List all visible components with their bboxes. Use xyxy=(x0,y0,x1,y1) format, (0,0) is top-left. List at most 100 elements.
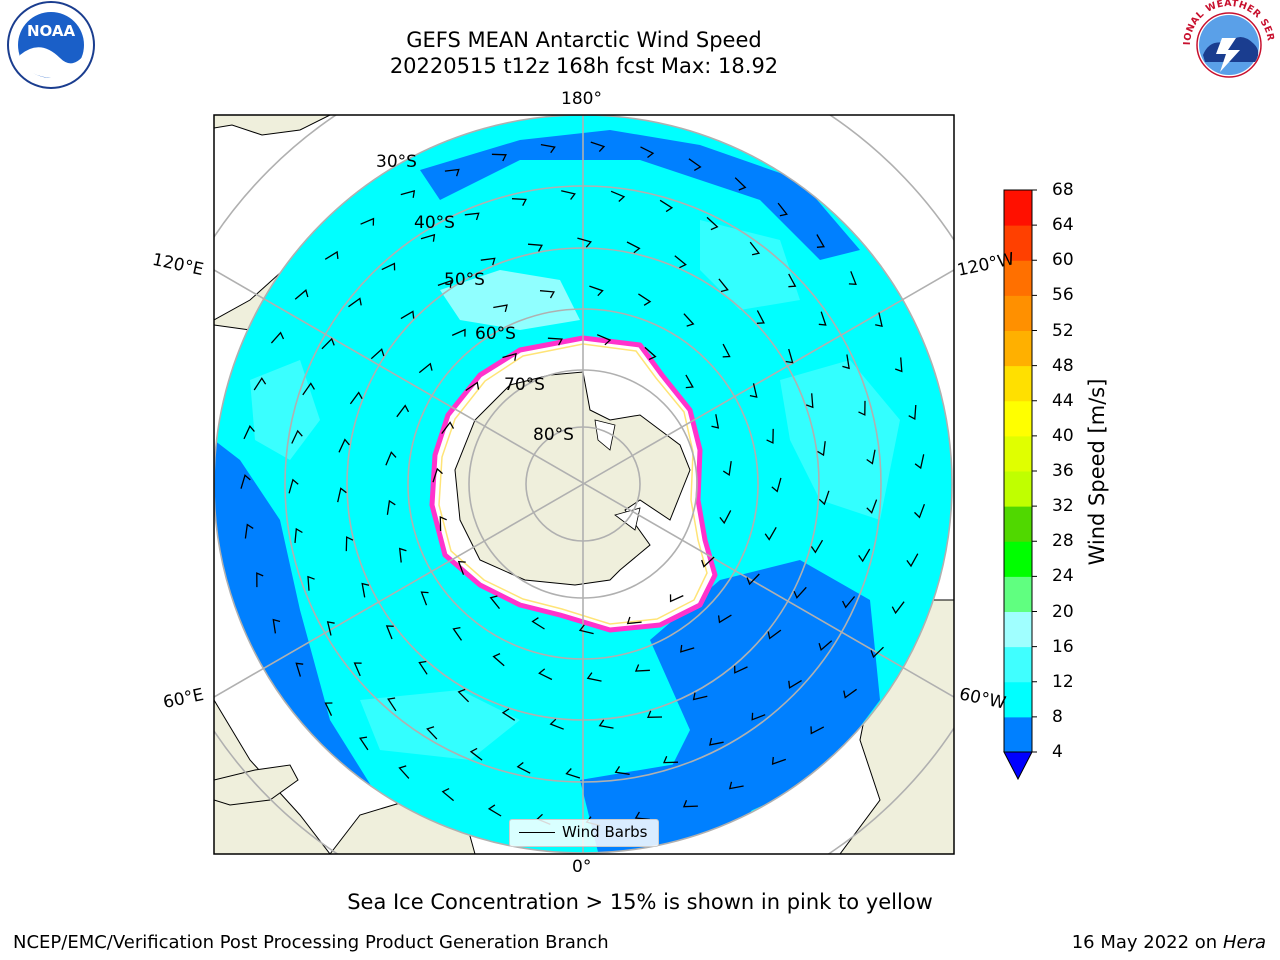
wind-barb xyxy=(685,374,694,389)
wind-barb xyxy=(432,467,443,483)
lat-label-40s: 40°S xyxy=(414,213,455,233)
wind-barb xyxy=(590,141,606,153)
colorbar-segment xyxy=(1004,471,1032,507)
colorbar-tick-label: 36 xyxy=(1052,461,1074,481)
wind-barb xyxy=(692,692,708,701)
wind-barb xyxy=(549,718,564,730)
wind-barb xyxy=(361,582,370,598)
wind-barb xyxy=(767,629,782,640)
wind-barb xyxy=(324,250,339,260)
colorbar-segment xyxy=(1004,400,1032,437)
colorbar-tick-label: 12 xyxy=(1052,671,1074,692)
nws-logo: NATIONAL WEATHER SERVICE xyxy=(0,0,1276,91)
footer-host: Hera xyxy=(1222,932,1266,953)
wind-barb xyxy=(244,523,254,539)
colorbar-tick-label: 32 xyxy=(1052,496,1074,517)
wind-barb xyxy=(771,477,782,493)
wind-barb xyxy=(578,624,594,635)
wind-barb xyxy=(688,158,702,171)
colorbar-tick-label: 64 xyxy=(1052,215,1074,236)
wind-barb xyxy=(751,712,766,721)
colorbar-tick-label: 52 xyxy=(1052,320,1074,341)
wind-barb xyxy=(626,616,642,625)
wind-barb xyxy=(669,594,684,603)
wind-barb xyxy=(270,331,285,344)
noaa-logo: NOAA xyxy=(7,1,95,89)
wind-barb xyxy=(680,644,695,653)
wind-barb xyxy=(345,536,354,552)
wind-barb xyxy=(663,755,679,764)
wind-barb xyxy=(256,572,264,588)
wind-barb xyxy=(441,421,455,434)
wind-barb xyxy=(817,441,826,457)
wind-barb xyxy=(722,343,731,358)
nws-logo-text: NATIONAL WEATHER SERVICE xyxy=(0,0,1276,45)
wind-barb xyxy=(565,768,581,779)
colorbar-tick-label: 20 xyxy=(1052,601,1074,622)
wind-barb xyxy=(793,586,807,599)
footer-date: 16 May 2022 on xyxy=(1071,932,1218,953)
colorbar-under-arrow xyxy=(1003,751,1033,781)
wind-barb xyxy=(701,556,715,568)
wind-barb xyxy=(866,449,876,465)
wind-barb xyxy=(842,354,850,370)
colorbar-segment xyxy=(1004,190,1032,226)
wind-barb xyxy=(398,547,407,563)
wind-barb xyxy=(418,362,433,374)
wind-barb xyxy=(321,337,335,350)
wind-barb xyxy=(614,766,630,775)
colorbar xyxy=(1003,189,1037,781)
wind-barb xyxy=(487,804,502,817)
wind-barb xyxy=(717,614,732,624)
antarctica xyxy=(454,371,691,586)
wind-barb xyxy=(348,297,362,308)
colorbar-segment xyxy=(1004,260,1032,296)
wind-barb xyxy=(810,539,824,554)
wind-barb xyxy=(337,487,347,503)
wind-barb xyxy=(387,697,397,712)
map-subtitle: 20220515 t12z 168h fcst Max: 18.92 xyxy=(389,54,779,78)
lon-label-180: 180° xyxy=(561,89,602,109)
wind-barb xyxy=(420,233,436,242)
wind-barb xyxy=(561,190,576,200)
wind-barb xyxy=(353,662,362,677)
colorbar-segment xyxy=(1004,611,1032,648)
wind-barb xyxy=(640,146,655,159)
colorbar-segment xyxy=(1004,576,1032,612)
wind-barb xyxy=(818,311,827,326)
wind-barb xyxy=(709,737,724,746)
wind-barb xyxy=(540,143,556,154)
wind-barb xyxy=(766,428,774,444)
wind-barb xyxy=(295,662,304,677)
colorbar-tick-label: 4 xyxy=(1052,742,1063,762)
colorbar-segment xyxy=(1004,541,1032,577)
colorbar-tick-label: 56 xyxy=(1052,285,1074,306)
wind-barb xyxy=(634,664,650,672)
lat-label-60s: 60°S xyxy=(475,324,516,344)
colorbar-tick-label: 48 xyxy=(1052,355,1074,376)
caption: Sea Ice Concentration > 15% is shown in … xyxy=(347,890,933,914)
colorbar-segment xyxy=(1004,716,1032,753)
wind-barb xyxy=(385,625,394,640)
colorbar-tick-label: 68 xyxy=(1052,180,1074,200)
wind-barb xyxy=(858,400,866,416)
wind-barb xyxy=(400,310,415,320)
wind-barb xyxy=(439,515,447,532)
wind-barb xyxy=(464,212,480,221)
wind-barb xyxy=(785,348,794,364)
wind-barb xyxy=(385,451,397,466)
wind-barb xyxy=(788,273,797,288)
wind-barb xyxy=(626,241,641,254)
wind-barb xyxy=(480,257,496,266)
wind-barb xyxy=(302,382,315,396)
wind-barb xyxy=(386,499,396,515)
wind-barb xyxy=(644,346,657,361)
wind-barb xyxy=(502,352,517,361)
wind-barb xyxy=(253,377,267,391)
wind-barb xyxy=(756,310,765,324)
wind-barb xyxy=(288,478,299,494)
wind-barb xyxy=(501,708,516,721)
wind-barb xyxy=(426,726,438,740)
wind-barb xyxy=(777,202,788,217)
